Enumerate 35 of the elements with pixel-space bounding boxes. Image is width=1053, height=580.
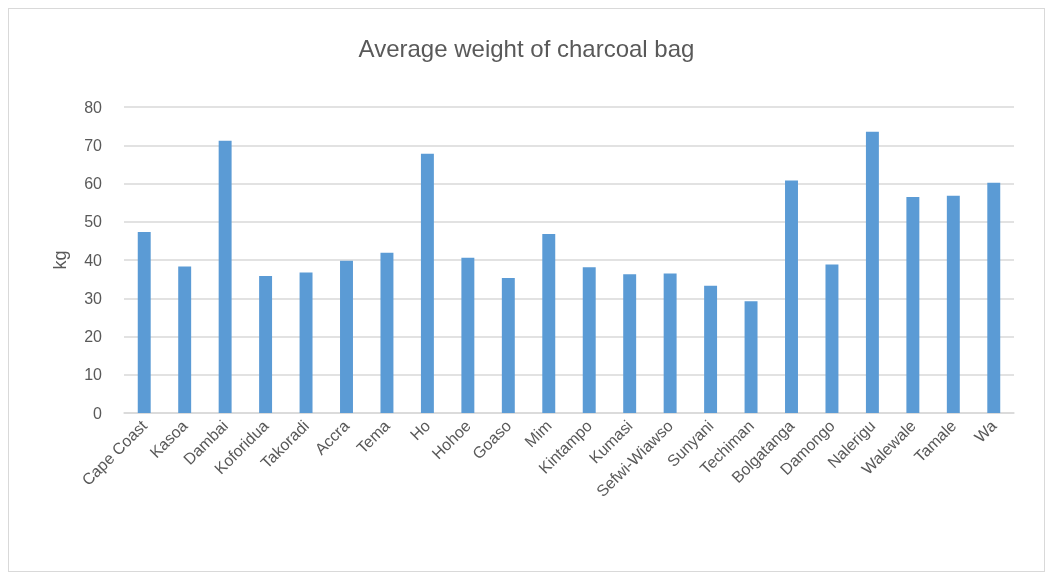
- bar: [623, 274, 637, 413]
- y-axis-title: kg: [50, 250, 70, 270]
- x-tick-label: Wa: [971, 416, 1000, 446]
- y-tick-label: 80: [84, 98, 103, 116]
- y-tick-label: 60: [84, 175, 103, 192]
- chart-title: Average weight of charcoal bag: [358, 34, 695, 62]
- bar: [380, 252, 394, 413]
- bar: [218, 140, 232, 413]
- y-tick-label: 50: [84, 213, 103, 231]
- bar: [946, 195, 960, 413]
- bar: [582, 267, 596, 413]
- bar: [744, 301, 758, 413]
- bar: [259, 276, 273, 413]
- bar: [461, 257, 475, 413]
- bar: [542, 233, 556, 413]
- bar: [704, 285, 718, 413]
- bar: [785, 180, 798, 413]
- bar: [825, 264, 839, 413]
- y-tick-label: 30: [84, 289, 103, 307]
- y-tick-label: 20: [84, 328, 103, 345]
- y-tick-label: 10: [84, 366, 103, 384]
- bar: [987, 182, 1001, 413]
- bar: [420, 153, 434, 413]
- bar: [501, 277, 515, 413]
- y-tick-label: 40: [84, 251, 103, 269]
- bar: [137, 232, 151, 413]
- bar: [663, 273, 677, 413]
- bar: [906, 196, 920, 413]
- y-tick-label: 70: [84, 136, 103, 154]
- bar: [340, 260, 353, 413]
- y-tick-label: 0: [93, 404, 103, 422]
- bar: [178, 266, 192, 413]
- bar: [299, 272, 313, 413]
- bar: [865, 131, 879, 413]
- x-tick-label: Ho: [406, 416, 434, 444]
